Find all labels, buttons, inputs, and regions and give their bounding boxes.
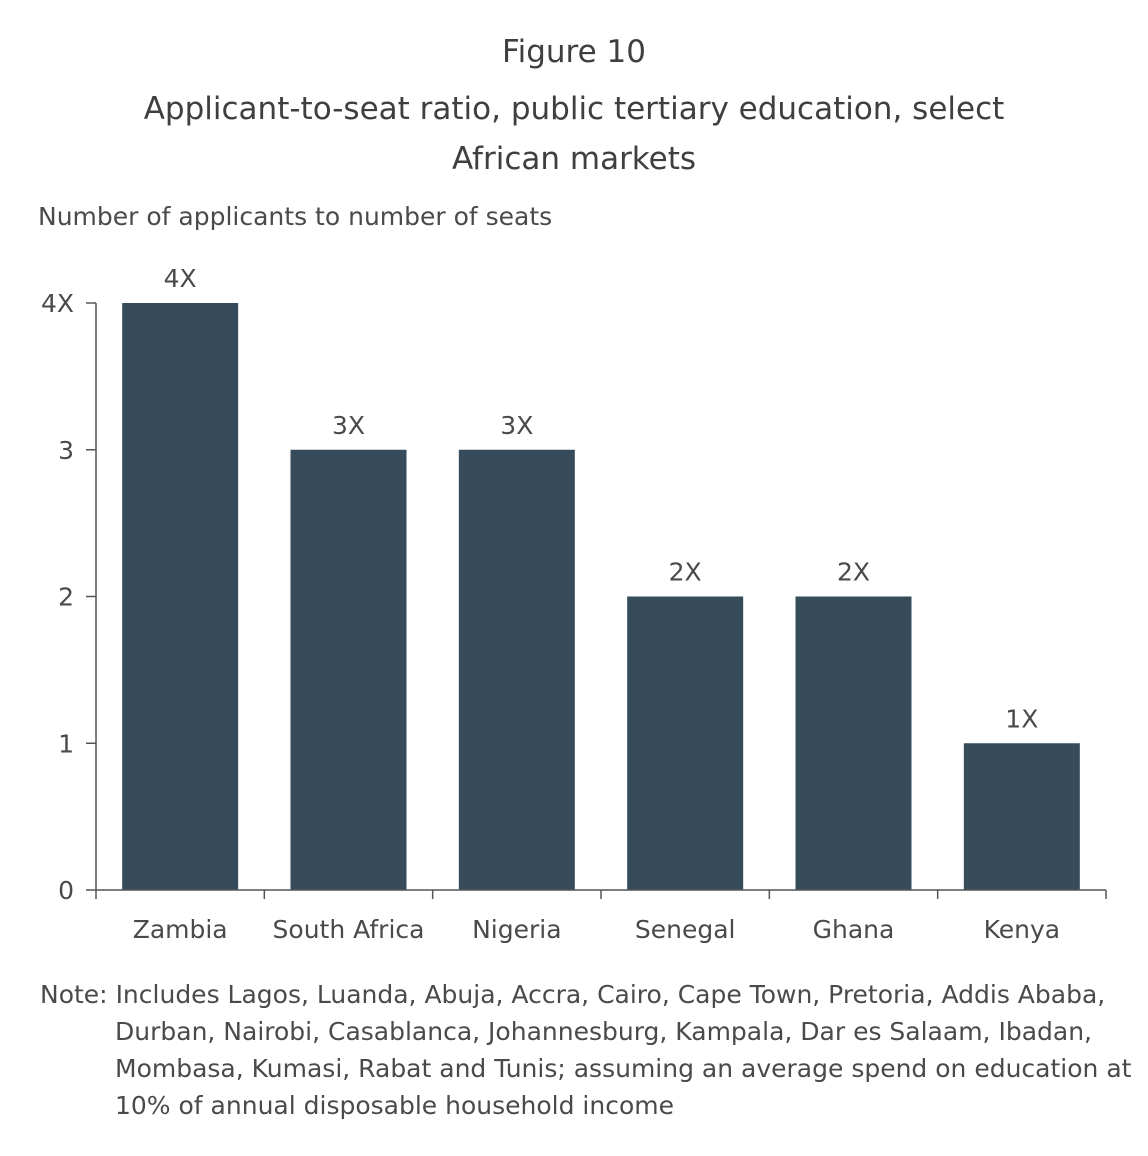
note-lead: Note: — [40, 980, 108, 1009]
figure-number: Figure 10 — [502, 34, 646, 70]
x-tick-labels-group: Zambia South Africa Nigeria Senegal Ghana Ken… — [133, 915, 1060, 944]
x-tick-label-ghana: Ghana — [813, 915, 895, 944]
bar-nigeria — [458, 449, 575, 890]
bar-zambia — [122, 303, 239, 890]
data-label-ghana: 2X — [837, 558, 870, 587]
x-tick-label-senegal: Senegal — [635, 915, 736, 944]
bar-ghana — [795, 596, 912, 890]
axes-group — [86, 302, 1107, 899]
data-label-kenya: 1X — [1005, 704, 1038, 733]
bar-south-africa — [290, 449, 407, 890]
y-tick-label-1: 1 — [58, 729, 74, 758]
x-tick-label-south-africa: South Africa — [273, 915, 425, 944]
chart-note: Note: Includes Lagos, Luanda, Abuja, Acc… — [40, 976, 1148, 1124]
x-tick-label-zambia: Zambia — [133, 915, 228, 944]
y-tick-label-2: 2 — [58, 583, 74, 612]
data-label-south-africa: 3X — [332, 411, 365, 440]
bar-senegal — [627, 596, 744, 890]
bars-group — [122, 303, 1080, 890]
data-label-nigeria: 3X — [500, 411, 533, 440]
y-tick-label-0: 0 — [58, 876, 74, 905]
x-tick-label-nigeria: Nigeria — [472, 915, 561, 944]
y-tick-labels-group: 0 1 2 3 4X — [41, 289, 74, 905]
y-tick-label-4: 4X — [41, 289, 74, 318]
data-label-senegal: 2X — [669, 558, 702, 587]
chart-title: Applicant-to-seat ratio, public tertiary… — [143, 91, 1005, 177]
note-text: Includes Lagos, Luanda, Abuja, Accra, Ca… — [115, 980, 1132, 1120]
data-labels-group: 4X 3X 3X 2X 2X 1X — [164, 264, 1039, 733]
bar-chart: 4X 3X 3X 2X 2X 1X Zambia South Africa Nigeria Se… — [41, 264, 1107, 944]
bar-kenya — [963, 743, 1080, 890]
x-tick-label-kenya: Kenya — [984, 915, 1061, 944]
y-axis-label: Number of applicants to number of seats — [38, 202, 553, 231]
y-tick-label-3: 3 — [58, 436, 74, 465]
data-label-zambia: 4X — [164, 264, 197, 293]
